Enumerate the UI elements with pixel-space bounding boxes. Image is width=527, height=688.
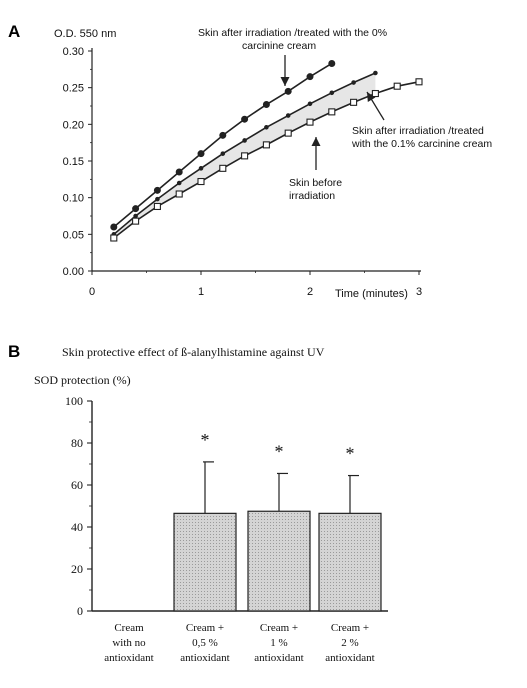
arrow-shaded-head [367, 92, 376, 103]
category-label-line: antioxidant [180, 652, 230, 664]
y-tick-label: 0.05 [63, 229, 84, 241]
panel-b-letter: B [8, 342, 20, 361]
data-point-middle [351, 80, 356, 85]
data-point-lower [415, 78, 423, 86]
annotation-lower-line: irradiation [289, 190, 335, 202]
data-point-upper [262, 101, 270, 109]
panel-a-letter: A [8, 22, 20, 41]
arrow-lower-head [311, 137, 321, 146]
data-point-upper [219, 131, 227, 139]
y-tick-label: 100 [65, 394, 83, 408]
category-label-line: antioxidant [325, 652, 375, 664]
y-tick-label: 40 [71, 520, 83, 534]
data-point-lower [175, 190, 183, 198]
panel-b-bar-chart: B Skin protective effect of ß-alanylhist… [8, 342, 388, 664]
y-tick-label: 0.25 [63, 83, 84, 95]
data-point-upper [110, 223, 118, 231]
data-point-lower [153, 202, 161, 211]
annotation-shaded-line: with the 0.1% carcinine cream [351, 138, 492, 150]
x-tick-label: 0 [89, 286, 95, 298]
y-tick-label: 80 [71, 436, 83, 450]
category-label-line: Cream + [260, 622, 298, 634]
y-tick-label: 0 [77, 604, 83, 618]
data-point-middle [285, 113, 291, 118]
data-point-lower [393, 82, 401, 90]
data-point-upper [153, 186, 161, 194]
data-point-lower [241, 152, 249, 160]
y-tick-label: 0.10 [63, 193, 84, 205]
data-point-upper [241, 115, 249, 123]
category-label-line: 1 % [270, 637, 287, 649]
arrow-upper-head [280, 77, 290, 86]
y-tick-label: 20 [71, 562, 83, 576]
data-point-lower [306, 118, 314, 126]
panel-b-y-axis-label: SOD protection (%) [34, 373, 131, 387]
category-label-line: Cream + [186, 622, 224, 634]
data-point-lower [328, 108, 336, 116]
data-point-lower [262, 141, 270, 149]
data-point-middle [155, 196, 160, 202]
data-point-middle [220, 151, 226, 156]
x-tick-label: 3 [416, 286, 422, 298]
series-line-upper [113, 62, 333, 228]
y-tick-label: 60 [71, 478, 83, 492]
panel-a-line-chart: A O.D. 550 nm Time (minutes) 0.00 0.05 0.1… [8, 22, 492, 300]
data-point-middle [242, 138, 247, 143]
data-point-upper [132, 205, 140, 213]
panel-a-y-axis-label: O.D. 550 nm [54, 28, 116, 40]
category-label-line: with no [112, 637, 146, 649]
data-point-upper [328, 59, 336, 67]
y-tick-label: 0.00 [63, 266, 84, 278]
data-point-upper [284, 87, 292, 95]
category-label-line: antioxidant [254, 652, 304, 664]
data-point-lower [132, 217, 140, 225]
y-tick-label: 0.30 [63, 46, 84, 58]
bar [247, 510, 311, 612]
significance-marker: * [201, 430, 210, 450]
panel-b-title: Skin protective effect of ß-alanylhistam… [62, 345, 325, 359]
data-point-upper [306, 73, 314, 81]
annotation-shaded-line: Skin after irradiation /treated [352, 125, 484, 137]
annotation-lower-line: Skin before [289, 177, 342, 189]
x-tick-label: 2 [307, 286, 313, 298]
data-point-lower [219, 164, 227, 172]
data-point-lower [197, 177, 205, 186]
data-point-middle [133, 213, 138, 219]
data-point-lower [350, 98, 358, 106]
data-point-middle [373, 70, 378, 76]
panel-a-x-axis-label: Time (minutes) [335, 288, 408, 300]
data-point-lower [371, 89, 379, 98]
category-label-line: 0,5 % [192, 637, 218, 649]
data-point-lower [284, 129, 292, 137]
category-label-line: Cream + [331, 622, 369, 634]
data-point-upper [175, 168, 183, 176]
y-tick-label: 0.15 [63, 156, 84, 168]
data-point-lower [110, 234, 118, 242]
data-point-middle [264, 124, 269, 130]
bar [318, 512, 382, 612]
data-point-upper [197, 150, 205, 158]
annotation-upper-line: carcinine cream [242, 40, 316, 52]
data-point-middle [329, 90, 335, 96]
x-tick-label: 1 [198, 286, 204, 298]
data-point-middle [307, 101, 313, 107]
category-label-line: 2 % [341, 637, 358, 649]
significance-marker: * [275, 441, 284, 461]
data-point-middle [176, 180, 182, 186]
annotation-upper-line: Skin after irradiation /treated with the… [198, 27, 387, 39]
category-label-line: Cream [114, 622, 144, 634]
data-point-middle [198, 166, 204, 171]
bar [173, 512, 237, 612]
y-tick-label: 0.20 [63, 119, 84, 131]
category-label-line: antioxidant [104, 652, 154, 664]
significance-marker: * [346, 444, 355, 464]
